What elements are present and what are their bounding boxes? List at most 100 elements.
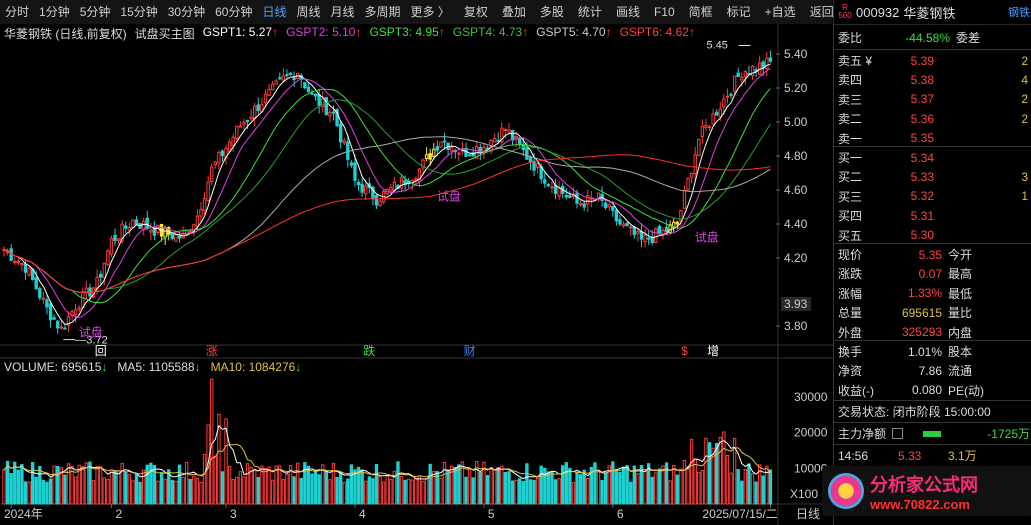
- chart-area[interactable]: 5.40 5.20 5.00 4.80 4.60 4.40 4.20 3.80 5.45 —3.7…: [0, 0, 833, 525]
- volume-bar: [643, 470, 647, 505]
- ask-price[interactable]: 5.39: [910, 53, 934, 68]
- flower-logo-icon: [828, 473, 864, 509]
- candle-body: [77, 307, 81, 310]
- candle-body: [754, 69, 758, 72]
- bid-price[interactable]: 5.30: [910, 228, 934, 243]
- event-mark[interactable]: $: [681, 344, 688, 358]
- ask-price[interactable]: 5.38: [910, 72, 934, 87]
- bid-volume: 3: [1021, 169, 1028, 184]
- volume-bar: [521, 480, 525, 505]
- candle-body: [48, 303, 53, 321]
- volume-bar: [568, 467, 572, 505]
- ask-price[interactable]: 5.36: [910, 111, 934, 126]
- indicator-name[interactable]: 试盘买主图: [134, 27, 195, 41]
- volume-bar: [625, 465, 629, 505]
- volume-bar: [260, 465, 264, 505]
- period-tab[interactable]: 1分钟: [39, 5, 70, 19]
- period-tab[interactable]: 5分钟: [79, 5, 111, 19]
- period-tab[interactable]: 分时: [5, 5, 30, 19]
- toolbar-button[interactable]: 简框: [688, 5, 713, 19]
- candle-body: [346, 141, 350, 160]
- bid-label: 买一: [838, 151, 863, 165]
- volume-bar: [199, 481, 203, 505]
- volume-bar: [629, 481, 633, 505]
- ask-price[interactable]: 5.37: [910, 92, 934, 107]
- volume-bar: [99, 466, 103, 505]
- volume-bar: [650, 476, 654, 505]
- volume-bar: [657, 468, 662, 505]
- volume-bar: [603, 472, 608, 505]
- toolbar-button[interactable]: F10: [653, 5, 675, 19]
- volume-bar: [20, 463, 24, 505]
- toolbar-button[interactable]: 复权: [463, 5, 488, 19]
- period-tab[interactable]: 周线: [296, 5, 321, 19]
- candle-body: [543, 179, 547, 184]
- volume-legend: VOLUME: 695615↓ MA5: 1105588↓ MA10: 1084…: [4, 360, 302, 374]
- volume-tick-label: 30000: [794, 390, 828, 404]
- test-signal-label: 试盘: [79, 325, 103, 340]
- bid-price[interactable]: 5.31: [910, 208, 934, 223]
- candle-body: [518, 138, 522, 145]
- candle-body: [217, 151, 221, 164]
- volume-bar: [621, 466, 626, 505]
- period-label[interactable]: 日线: [796, 507, 820, 521]
- toolbar-button[interactable]: 标记: [726, 5, 751, 19]
- period-tab[interactable]: 30分钟: [167, 5, 206, 19]
- candle-body: [765, 57, 769, 70]
- candle-body: [510, 130, 515, 141]
- candle-body: [13, 260, 17, 264]
- ask-label: 卖二: [838, 112, 863, 127]
- event-mark[interactable]: 增: [707, 344, 719, 358]
- toolbar-button[interactable]: 画线: [615, 5, 640, 19]
- candle-body: [697, 138, 701, 156]
- bid-price[interactable]: 5.33: [910, 169, 934, 184]
- bid-price[interactable]: 5.34: [910, 150, 934, 165]
- candle-body: [199, 209, 203, 217]
- volume-bar: [718, 436, 722, 505]
- bid-label: 买三: [838, 189, 863, 204]
- volume-bar: [693, 458, 697, 505]
- stock-period-label: 华菱钢铁 (日线,前复权): [4, 27, 127, 41]
- event-mark[interactable]: 涨: [206, 343, 218, 358]
- candle-body: [349, 162, 354, 166]
- event-mark[interactable]: 跌: [363, 343, 375, 358]
- volume-bar: [757, 464, 762, 505]
- candle-body: [421, 159, 425, 169]
- period-tab[interactable]: 月线: [330, 5, 355, 19]
- event-mark[interactable]: 回: [95, 344, 107, 358]
- flow-icon[interactable]: [892, 428, 904, 439]
- candle-body: [113, 234, 117, 242]
- volume-bar: [435, 471, 440, 505]
- candle-body: [360, 183, 364, 193]
- toolbar-button[interactable]: +自选: [764, 5, 796, 19]
- volume-bar: [668, 480, 672, 505]
- event-mark[interactable]: 财: [464, 344, 476, 358]
- volume-bar: [510, 480, 515, 505]
- candle-body: [704, 125, 708, 128]
- period-tab[interactable]: 15分钟: [120, 5, 158, 19]
- trade-status: 交易状态: 闭市阶段 15:00:00: [838, 405, 991, 419]
- volume-bar: [2, 469, 6, 505]
- candle-body: [177, 235, 182, 239]
- volume-bar: [765, 465, 769, 505]
- volume-bar: [299, 477, 303, 505]
- period-tab[interactable]: 多周期: [364, 5, 401, 19]
- ask-price[interactable]: 5.35: [910, 131, 934, 146]
- toolbar-button[interactable]: 多股: [539, 5, 564, 19]
- flow-bar: [923, 430, 942, 437]
- bid-price[interactable]: 5.32: [910, 189, 934, 204]
- stat-value: 1.33%: [907, 286, 942, 301]
- candle-body: [768, 57, 773, 62]
- candle-body: [693, 154, 697, 174]
- period-tab[interactable]: 日线: [262, 5, 287, 19]
- toolbar-button[interactable]: 统计: [577, 5, 602, 19]
- toolbar-button[interactable]: 返回: [809, 5, 834, 19]
- period-tab[interactable]: 更多 〉: [410, 5, 450, 19]
- volume-bar: [303, 462, 307, 505]
- industry-tag[interactable]: 钢铁: [1008, 7, 1030, 19]
- toolbar-button[interactable]: 叠加: [501, 5, 526, 19]
- period-tab[interactable]: 60分钟: [215, 5, 253, 19]
- candle-body: [525, 147, 529, 160]
- gspt-item: GSPT3: 4.95↑: [369, 25, 445, 39]
- volume-bar: [245, 463, 250, 505]
